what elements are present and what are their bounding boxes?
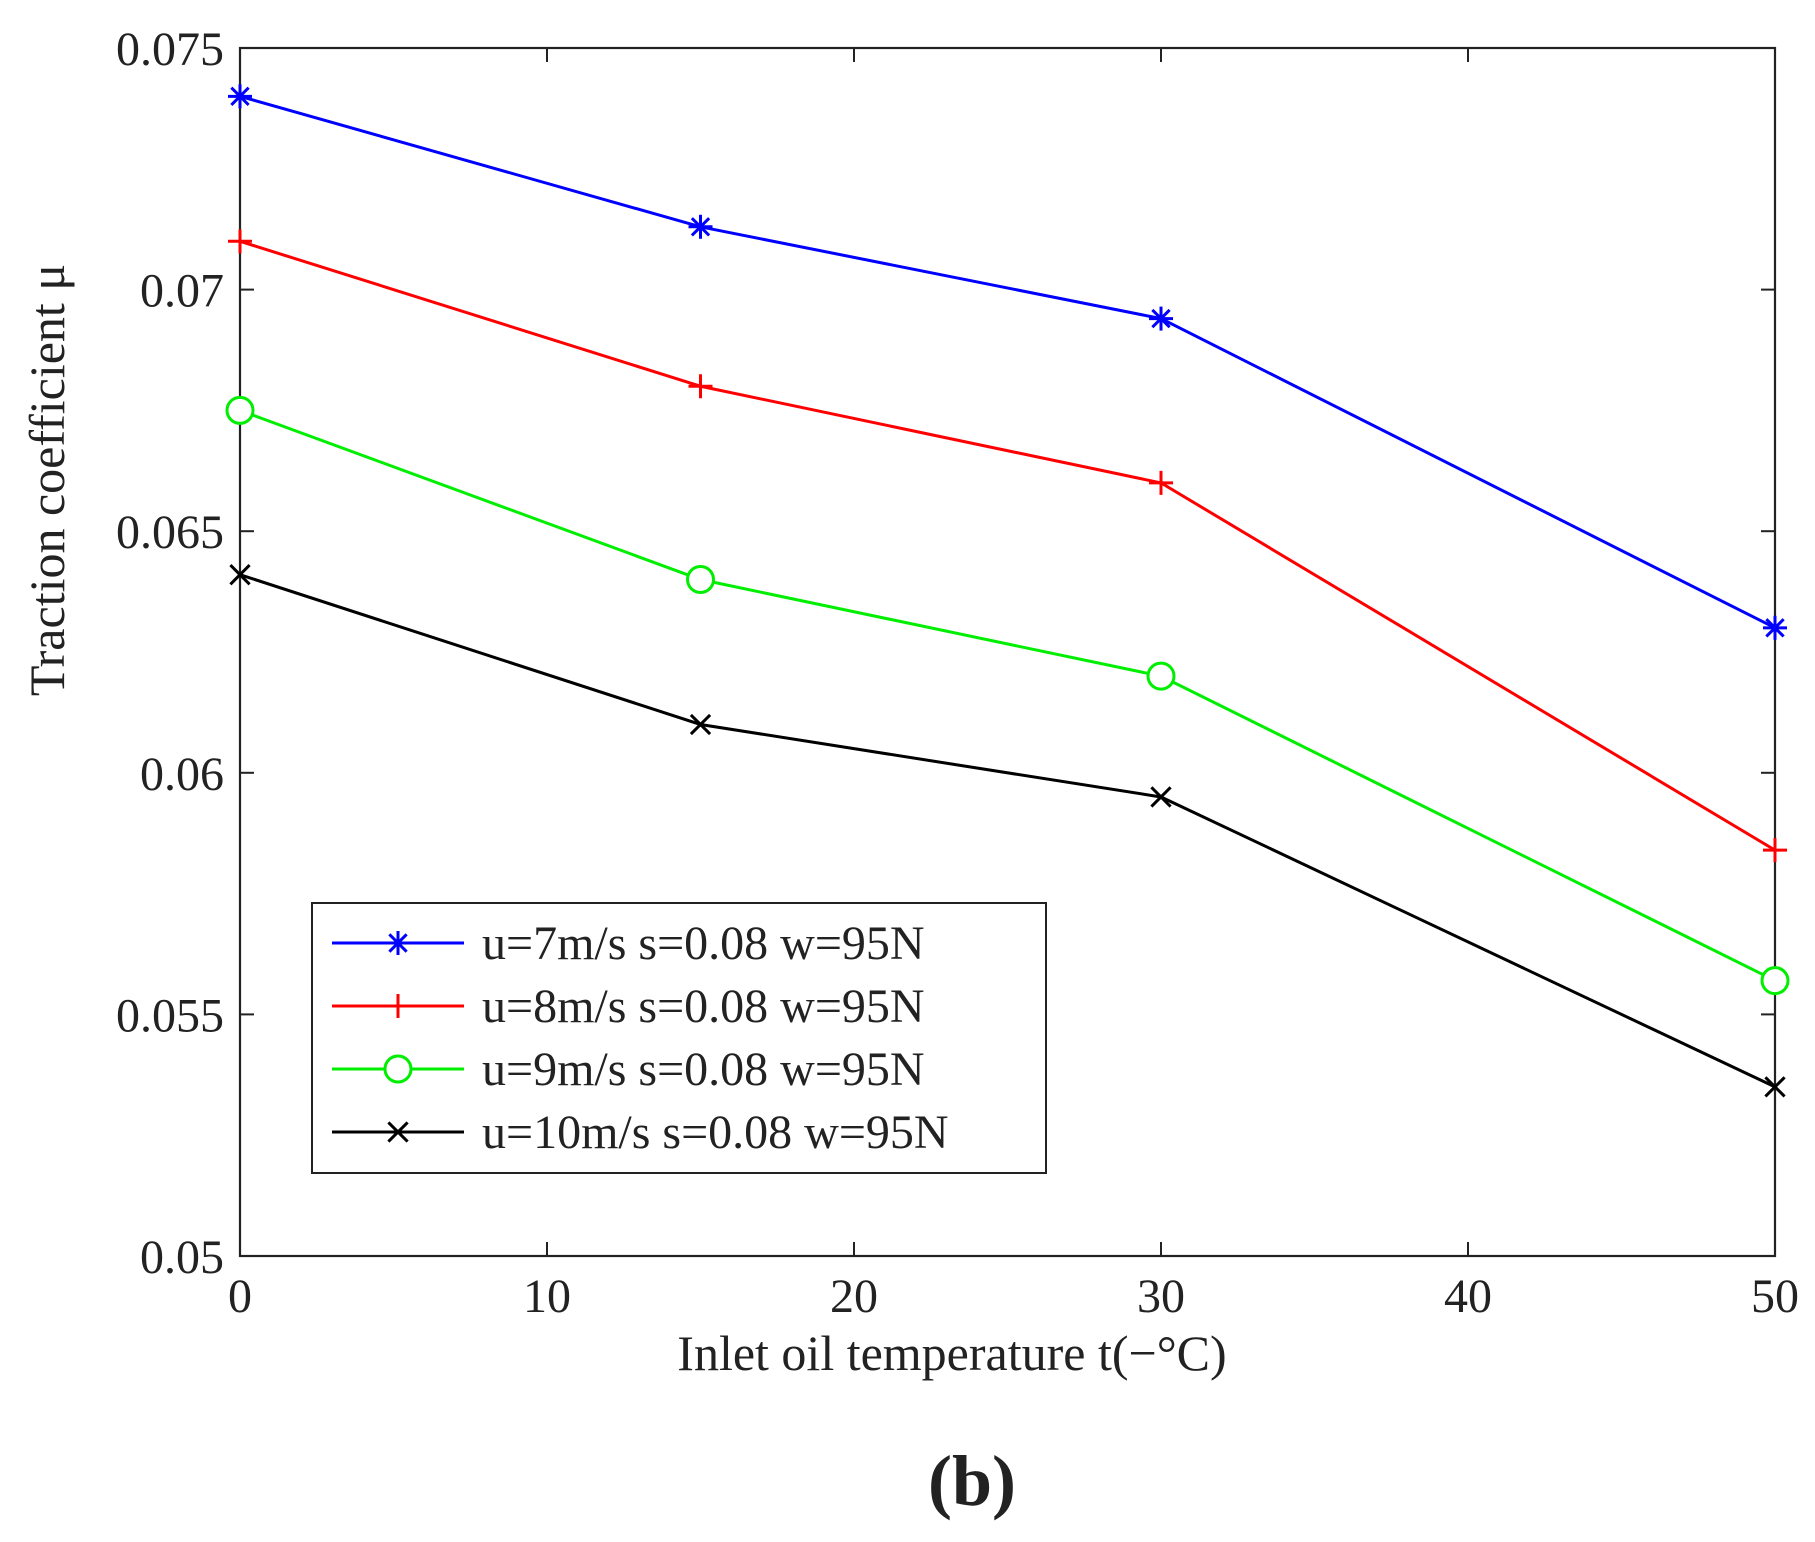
marker-stroke [383, 1054, 413, 1084]
legend-label: u=7m/s s=0.08 w=95N [482, 917, 925, 970]
data-point [229, 564, 251, 586]
x-tick-label: 50 [1751, 1270, 1799, 1323]
marker-stroke [690, 217, 711, 237]
marker-stroke [1146, 661, 1176, 691]
y-axis-label: Traction coefficient μ [19, 264, 75, 696]
legend-marker [386, 994, 410, 1018]
data-point [686, 565, 715, 595]
marker-stroke [1151, 308, 1171, 329]
legend-marker [387, 1121, 409, 1143]
marker-stroke [387, 1121, 409, 1143]
marker-stroke [229, 564, 251, 586]
axes-frame [238, 46, 1777, 1258]
marker-stroke [1764, 1076, 1786, 1098]
legend-entry: u=8m/s s=0.08 w=95N [332, 980, 925, 1033]
series-1 [228, 84, 1787, 640]
marker-stroke [686, 565, 715, 595]
data-point [1149, 470, 1173, 495]
data-point [688, 374, 713, 399]
panel-label: (b) [928, 1441, 1016, 1521]
series-line [239, 573, 1776, 1089]
series-line [239, 408, 1776, 982]
marker-stroke [388, 933, 408, 953]
marker-stroke [689, 713, 712, 736]
legend-marker [383, 1054, 413, 1084]
series-line [239, 94, 1776, 630]
data-point [688, 214, 713, 239]
legend-box [311, 902, 1047, 1174]
marker-stroke [225, 395, 255, 425]
data-point [689, 713, 712, 736]
x-tick-label: 30 [1137, 1270, 1185, 1323]
legend-label: u=9m/s s=0.08 w=95N [482, 1043, 925, 1096]
legend: u=7m/s s=0.08 w=95N u=8m/s s=0.08 w=95N u=… [311, 902, 1047, 1174]
y-tick-label: 0.05 [140, 1231, 224, 1284]
ticks: 0 10 20 30 40 50 0.05 0.055 0.06 0.065 0.07 0.075 [116, 23, 1799, 1323]
x-axis-label: Inlet oil temperature t(−°C) [677, 1325, 1226, 1381]
series-layer [225, 84, 1790, 1098]
y-tick-label: 0.075 [116, 23, 224, 76]
legend-entry: u=7m/s s=0.08 w=95N [332, 917, 925, 970]
data-point [1764, 1076, 1786, 1098]
x-tick-label: 0 [228, 1270, 252, 1323]
marker-stroke [230, 86, 250, 107]
data-point [1149, 306, 1173, 331]
marker-stroke [1760, 966, 1790, 996]
y-tick-label: 0.06 [140, 748, 224, 801]
legend-entry: u=9m/s s=0.08 w=95N [332, 1043, 925, 1096]
marker-stroke [1765, 618, 1785, 638]
x-tick-label: 40 [1444, 1270, 1492, 1323]
data-point [228, 229, 252, 254]
legend-entry: u=10m/s s=0.08 w=95N [332, 1106, 949, 1159]
data-point [1760, 966, 1790, 996]
x-tick-label: 20 [830, 1270, 878, 1323]
data-point [1150, 786, 1172, 808]
legend-label: u=8m/s s=0.08 w=95N [482, 980, 925, 1033]
plot-area-frame [238, 46, 1777, 1258]
series-line [239, 239, 1776, 852]
y-tick-label: 0.055 [116, 989, 224, 1042]
data-point [225, 395, 255, 425]
x-tick-label: 10 [523, 1270, 571, 1323]
y-tick-label: 0.07 [140, 265, 224, 318]
marker-stroke [1150, 786, 1172, 808]
legend-label: u=10m/s s=0.08 w=95N [482, 1106, 949, 1159]
legend-marker [386, 931, 410, 955]
data-point [1763, 838, 1787, 863]
y-tick-label: 0.065 [116, 506, 224, 559]
series-3 [225, 395, 1790, 996]
data-point [228, 84, 252, 109]
data-point [1146, 661, 1176, 691]
series-2 [228, 229, 1787, 863]
series-4 [229, 564, 1786, 1098]
data-point [1763, 615, 1787, 640]
